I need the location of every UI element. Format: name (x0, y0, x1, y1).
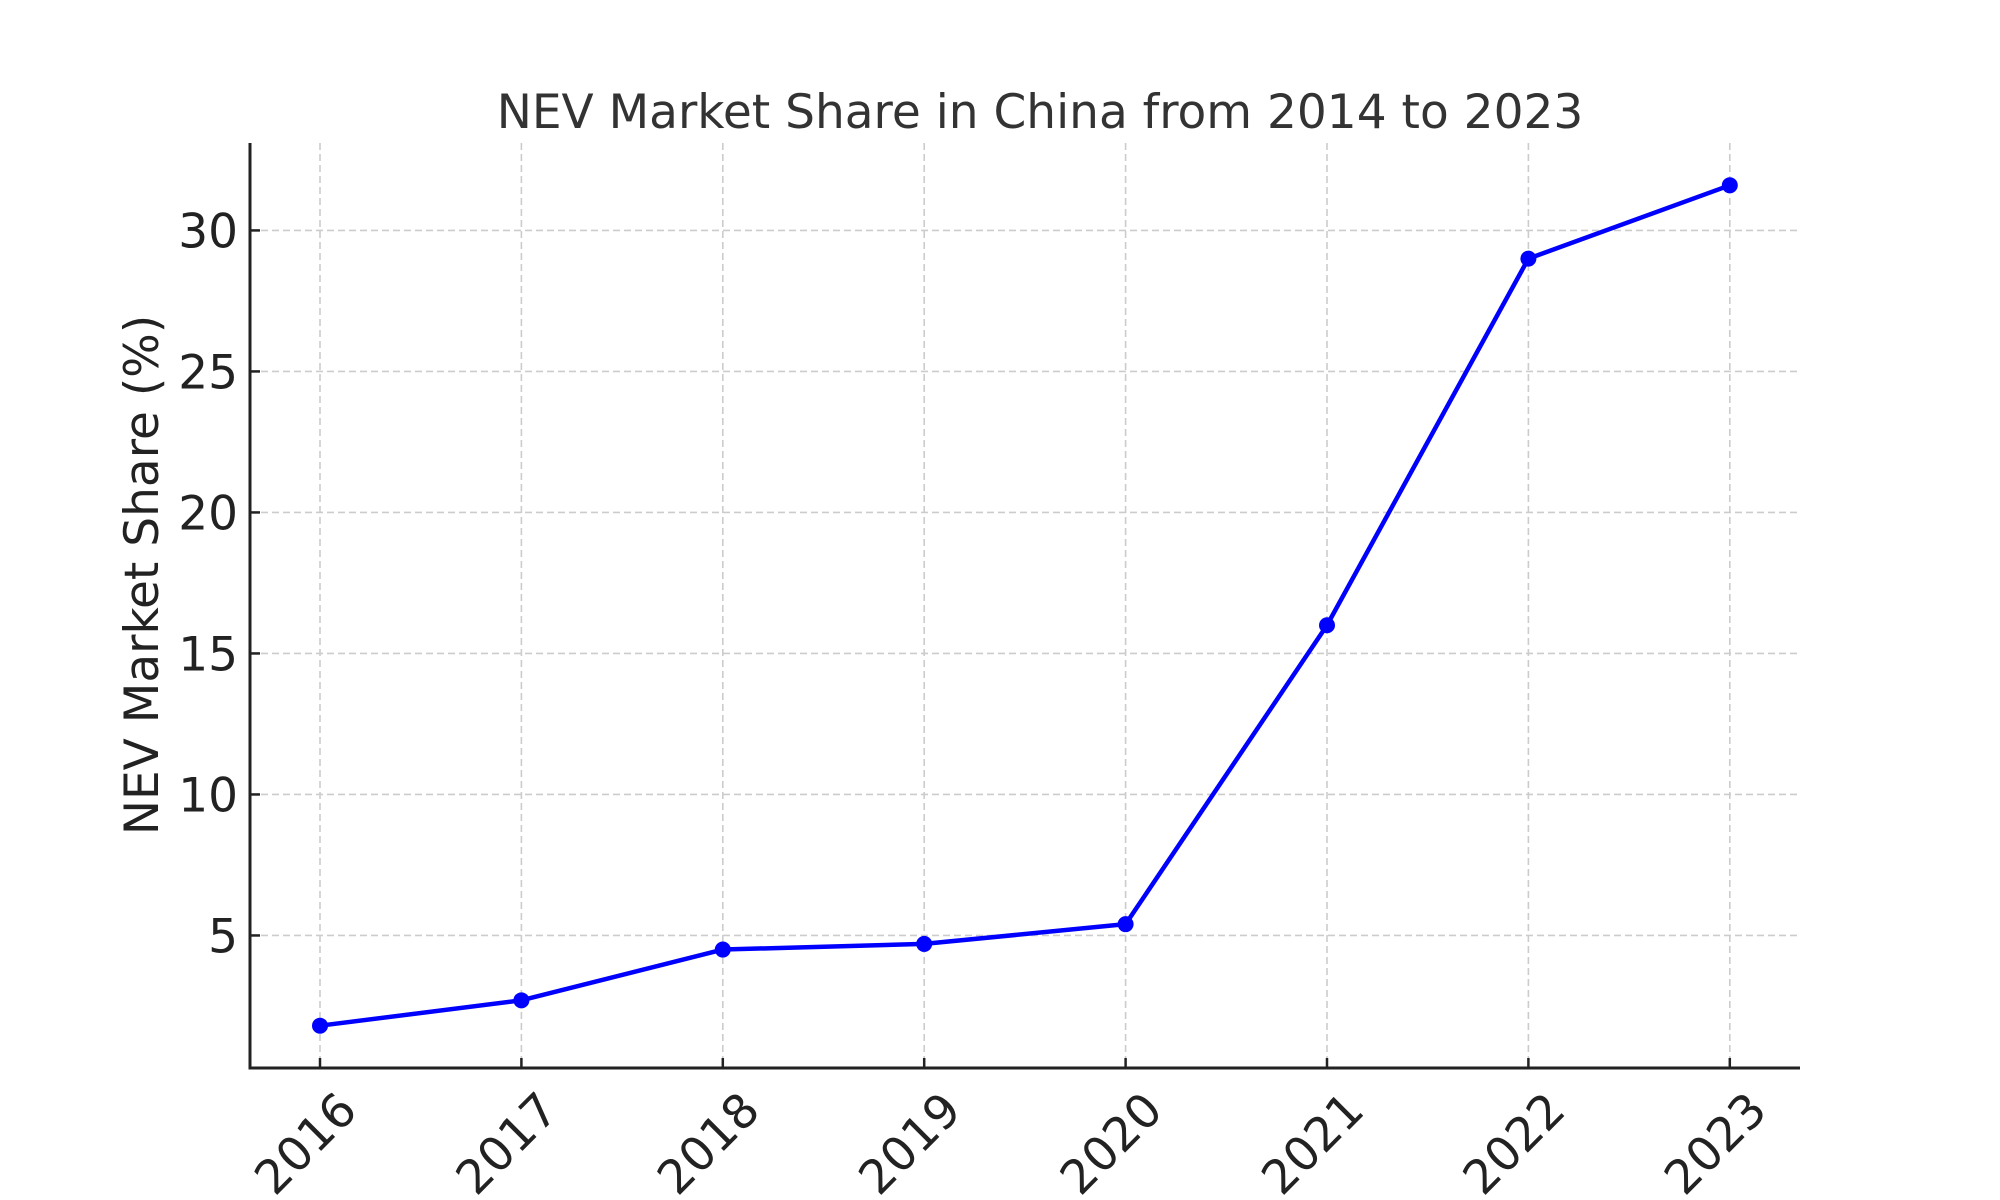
chart-title: NEV Market Share in China from 2014 to 2… (497, 85, 1584, 140)
y-tick-label: 15 (178, 627, 238, 682)
data-point-marker (916, 935, 933, 952)
data-point-marker (714, 941, 731, 958)
y-tick-label: 20 (178, 486, 238, 541)
y-axis-ticks: 5 10 15 20 25 30 (178, 204, 260, 964)
data-point-marker (1520, 250, 1537, 267)
x-axis-ticks: 2016 2017 2018 2019 2020 2021 2022 2023 (244, 1058, 1778, 1200)
x-tick-label: 2021 (1251, 1082, 1374, 1200)
x-tick-label: 2018 (647, 1082, 770, 1200)
y-tick-label: 5 (208, 909, 238, 964)
data-point-marker (1117, 916, 1134, 933)
x-tick-label: 2022 (1453, 1082, 1576, 1200)
data-series (312, 177, 1738, 1034)
gridlines (250, 143, 1800, 1068)
y-tick-label: 25 (178, 345, 238, 400)
data-point-marker (513, 992, 530, 1009)
y-tick-label: 10 (178, 768, 238, 823)
x-tick-label: 2020 (1050, 1082, 1173, 1200)
data-point-marker (1721, 177, 1738, 194)
axes (248, 143, 1800, 1070)
x-tick-label: 2017 (446, 1082, 569, 1200)
data-point-marker (312, 1017, 328, 1034)
y-axis-label: NEV Market Share (%) (115, 315, 170, 835)
series-line (317, 183, 1733, 1028)
data-point-marker (1319, 617, 1335, 634)
x-tick-label: 2023 (1654, 1082, 1777, 1200)
y-tick-label: 30 (178, 204, 238, 259)
x-tick-label: 2019 (849, 1082, 972, 1200)
x-tick-label: 2016 (244, 1082, 367, 1200)
